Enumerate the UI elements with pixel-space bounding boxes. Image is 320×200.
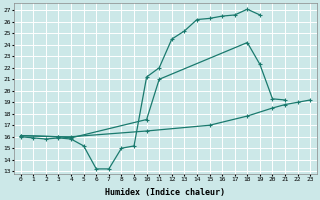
X-axis label: Humidex (Indice chaleur): Humidex (Indice chaleur) (106, 188, 226, 197)
